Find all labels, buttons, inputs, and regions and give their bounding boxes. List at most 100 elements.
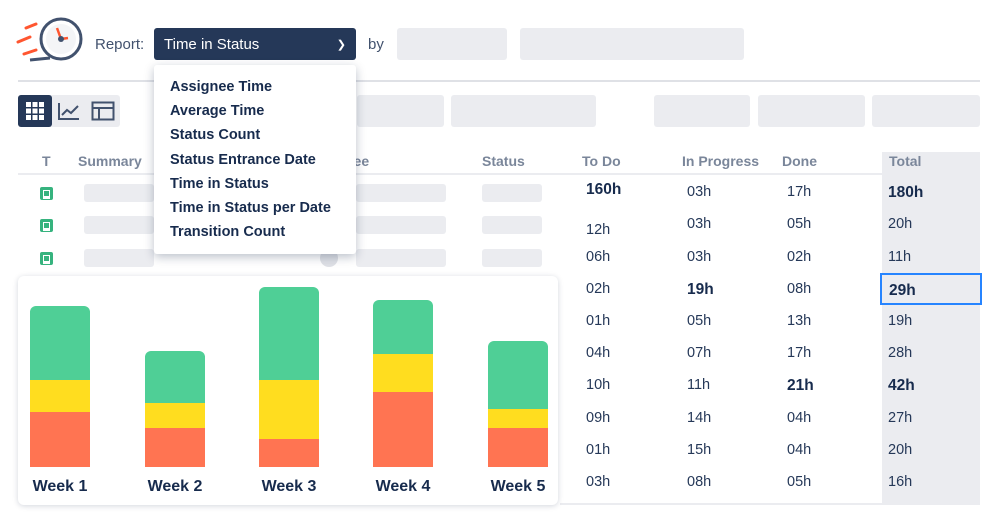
summary-placeholder xyxy=(84,249,154,267)
bar-segment[interactable] xyxy=(488,341,548,415)
bar-segment[interactable] xyxy=(145,351,205,409)
cell-todo[interactable]: 01h xyxy=(586,313,611,329)
cell-done[interactable]: 17h xyxy=(787,184,812,200)
bar-segment[interactable] xyxy=(145,428,205,467)
cell-total[interactable]: 180h xyxy=(888,184,924,201)
view-toggle xyxy=(18,95,120,127)
bar-segment[interactable] xyxy=(30,412,90,467)
bar-segment[interactable] xyxy=(488,409,548,428)
cell-inprogress[interactable]: 03h xyxy=(687,249,712,265)
filter-placeholder[interactable] xyxy=(451,95,596,127)
bar-segment[interactable] xyxy=(373,354,433,392)
grid-icon[interactable] xyxy=(18,95,52,127)
cell-total[interactable]: 42h xyxy=(888,377,915,394)
x-tick-label: Week 5 xyxy=(490,478,546,495)
bar-segment[interactable] xyxy=(259,287,319,386)
cell-done[interactable]: 04h xyxy=(787,442,812,458)
cell-todo[interactable]: 01h xyxy=(586,442,611,458)
cell-inprogress[interactable]: 11h xyxy=(687,377,711,393)
assignee-placeholder xyxy=(356,216,446,234)
x-tick-label: Week 1 xyxy=(32,478,88,495)
layout-icon[interactable] xyxy=(86,95,120,127)
bar-segment[interactable] xyxy=(30,380,90,412)
group-by-select[interactable] xyxy=(397,28,507,60)
cell-todo[interactable]: 06h xyxy=(586,249,611,265)
story-icon xyxy=(40,219,53,232)
bar-segment[interactable] xyxy=(259,380,319,439)
filter-placeholder[interactable] xyxy=(872,95,980,127)
bar-segment[interactable] xyxy=(373,392,433,467)
by-label: by xyxy=(368,36,384,53)
status-placeholder xyxy=(482,184,542,202)
cell-inprogress[interactable]: 07h xyxy=(687,345,712,361)
bar-segment[interactable] xyxy=(30,306,90,386)
col-type[interactable]: T xyxy=(42,153,51,169)
cell-todo[interactable]: 160h xyxy=(586,181,622,198)
cell-done[interactable]: 17h xyxy=(787,345,812,361)
menu-item[interactable]: Status Count xyxy=(170,127,261,144)
cell-total[interactable]: 19h xyxy=(888,313,913,329)
cell-total[interactable]: 20h xyxy=(888,216,913,232)
cell-todo[interactable]: 04h xyxy=(586,345,611,361)
cell-inprogress[interactable]: 03h xyxy=(687,216,712,232)
col-todo[interactable]: To Do xyxy=(582,153,621,169)
col-done[interactable]: Done xyxy=(782,153,817,169)
divider xyxy=(18,80,980,82)
cell-total[interactable]: 20h xyxy=(888,442,913,458)
filter-select[interactable] xyxy=(520,28,744,60)
filter-placeholder[interactable] xyxy=(357,95,444,127)
cell-todo[interactable]: 10h xyxy=(586,377,611,393)
cell-total[interactable]: 16h xyxy=(888,474,913,490)
menu-item[interactable]: Average Time xyxy=(170,103,265,120)
menu-item[interactable]: Assignee Time xyxy=(170,79,273,95)
cell-total[interactable]: 11h xyxy=(888,249,912,265)
cell-done[interactable]: 08h xyxy=(787,281,812,297)
cell-todo[interactable]: 09h xyxy=(586,410,611,426)
col-inprogress[interactable]: In Progress xyxy=(682,153,760,169)
cell-done[interactable]: 05h xyxy=(787,216,812,232)
filter-placeholder[interactable] xyxy=(654,95,750,127)
cell-done[interactable]: 13h xyxy=(787,313,812,329)
cell-inprogress[interactable]: 15h xyxy=(687,442,712,458)
cell-inprogress[interactable]: 19h xyxy=(687,281,714,298)
menu-item[interactable]: Status Entrance Date xyxy=(170,151,316,168)
cell-done[interactable]: 02h xyxy=(787,249,812,265)
cell-done[interactable]: 21h xyxy=(787,377,814,394)
app-logo xyxy=(14,14,86,75)
bar-segment[interactable] xyxy=(145,403,205,428)
cell-inprogress[interactable]: 14h xyxy=(687,410,712,426)
selected-cell-total[interactable]: 29h xyxy=(880,273,982,305)
cell-inprogress[interactable]: 05h xyxy=(687,313,712,329)
assignee-placeholder xyxy=(356,184,446,202)
menu-item[interactable]: Time in Status xyxy=(170,175,269,192)
cell-total[interactable]: 28h xyxy=(888,345,913,361)
bar-segment[interactable] xyxy=(488,428,548,467)
bar-segment[interactable] xyxy=(373,300,433,360)
status-placeholder xyxy=(482,216,542,234)
summary-placeholder xyxy=(84,184,154,202)
cell-total[interactable]: 27h xyxy=(888,410,913,426)
x-tick-label: Week 2 xyxy=(147,478,203,495)
chevron-down-icon: ❯ xyxy=(336,38,346,51)
filter-placeholder[interactable] xyxy=(758,95,865,127)
cell-todo[interactable]: 03h xyxy=(586,474,611,490)
cell-done[interactable]: 04h xyxy=(787,410,812,426)
story-icon xyxy=(40,252,53,265)
cell-todo[interactable]: 02h xyxy=(586,281,611,297)
col-status[interactable]: Status xyxy=(482,153,525,169)
menu-item[interactable]: Transition Count xyxy=(170,224,286,241)
col-summary[interactable]: Summary xyxy=(78,153,142,169)
report-label: Report: xyxy=(95,36,145,53)
bar-segment[interactable] xyxy=(259,439,319,467)
col-total[interactable]: Total xyxy=(889,153,922,169)
cell-todo[interactable]: 12h xyxy=(586,222,611,238)
report-select-value: Time in Status xyxy=(164,35,260,53)
report-select[interactable]: Time in Status ❯ xyxy=(154,28,356,60)
story-icon xyxy=(40,187,53,200)
cell-done[interactable]: 05h xyxy=(787,474,812,490)
cell-inprogress[interactable]: 08h xyxy=(687,474,712,490)
menu-item[interactable]: Time in Status per Date xyxy=(170,199,331,216)
cell-inprogress[interactable]: 03h xyxy=(687,184,712,200)
chart-line-icon[interactable] xyxy=(52,95,86,127)
stacked-bar-chart xyxy=(30,287,548,467)
